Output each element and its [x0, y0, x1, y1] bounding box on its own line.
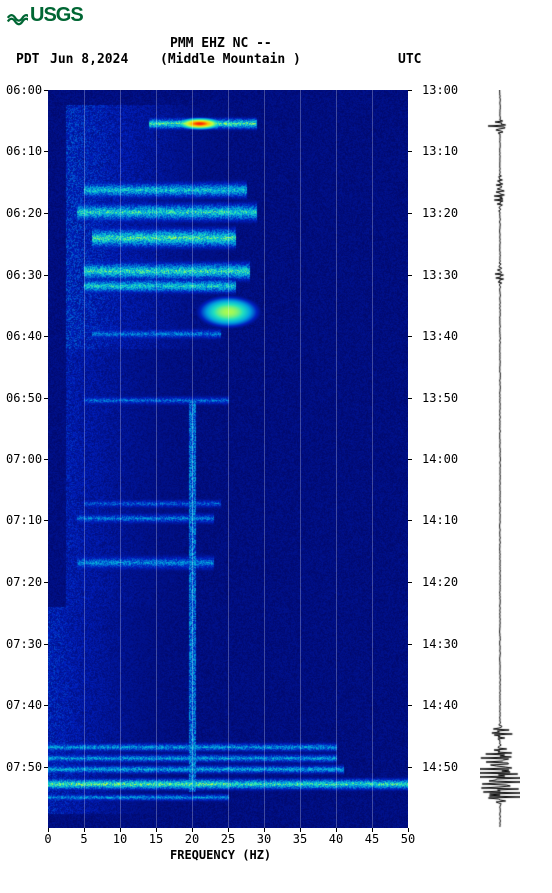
y-tick-right: 14:50	[422, 760, 458, 774]
timezone-left: PDT	[16, 52, 39, 67]
x-tickmark	[228, 828, 229, 832]
station-location: (Middle Mountain )	[160, 52, 301, 67]
y-tickmark	[44, 767, 48, 768]
y-tick-left: 06:30	[6, 268, 42, 282]
y-tick-right: 14:30	[422, 637, 458, 651]
y-tickmark	[408, 151, 412, 152]
x-tick: 0	[44, 832, 51, 846]
x-tick: 50	[401, 832, 415, 846]
y-tick-right: 13:20	[422, 206, 458, 220]
y-tick-right: 14:00	[422, 452, 458, 466]
y-tickmark	[408, 336, 412, 337]
gridline	[192, 90, 193, 828]
x-axis-label: FREQUENCY (HZ)	[170, 848, 271, 862]
y-tickmark	[408, 644, 412, 645]
gridline	[372, 90, 373, 828]
x-tickmark	[84, 828, 85, 832]
y-tickmark	[44, 275, 48, 276]
x-tickmark	[48, 828, 49, 832]
gridline	[336, 90, 337, 828]
station-code: PMM EHZ NC --	[170, 36, 272, 51]
y-tick-left: 07:00	[6, 452, 42, 466]
y-tickmark	[44, 582, 48, 583]
y-tick-left: 07:40	[6, 698, 42, 712]
x-tickmark	[120, 828, 121, 832]
x-tickmark	[192, 828, 193, 832]
date-label: Jun 8,2024	[50, 52, 128, 67]
x-tick: 30	[257, 832, 271, 846]
y-tick-left: 06:20	[6, 206, 42, 220]
x-tick: 10	[113, 832, 127, 846]
y-tickmark	[44, 520, 48, 521]
x-tickmark	[372, 828, 373, 832]
x-tick: 40	[329, 832, 343, 846]
y-tick-right: 13:30	[422, 268, 458, 282]
y-tickmark	[44, 705, 48, 706]
y-tick-left: 06:10	[6, 144, 42, 158]
spectrogram-plot	[48, 90, 408, 828]
x-tickmark	[264, 828, 265, 832]
x-tickmark	[336, 828, 337, 832]
x-tickmark	[300, 828, 301, 832]
trace-canvas	[480, 90, 520, 828]
y-tick-left: 07:20	[6, 575, 42, 589]
y-tickmark	[408, 767, 412, 768]
y-tick-right: 14:10	[422, 513, 458, 527]
x-tick: 15	[149, 832, 163, 846]
y-tick-left: 06:50	[6, 391, 42, 405]
y-tickmark	[44, 336, 48, 337]
y-tickmark	[408, 520, 412, 521]
x-tick: 35	[293, 832, 307, 846]
y-tick-left: 06:40	[6, 329, 42, 343]
y-tickmark	[408, 582, 412, 583]
y-tickmark	[408, 275, 412, 276]
y-tickmark	[44, 90, 48, 91]
y-tickmark	[44, 644, 48, 645]
x-tick: 25	[221, 832, 235, 846]
x-tickmark	[408, 828, 409, 832]
gridline	[264, 90, 265, 828]
y-tick-right: 13:10	[422, 144, 458, 158]
gridline	[84, 90, 85, 828]
y-tick-right: 13:00	[422, 83, 458, 97]
y-tickmark	[44, 398, 48, 399]
wave-icon	[6, 5, 28, 27]
y-tickmark	[44, 151, 48, 152]
y-tick-right: 14:20	[422, 575, 458, 589]
y-tickmark	[408, 705, 412, 706]
y-tick-right: 13:50	[422, 391, 458, 405]
timezone-right: UTC	[398, 52, 421, 67]
y-tickmark	[408, 459, 412, 460]
y-tick-left: 07:50	[6, 760, 42, 774]
gridline	[120, 90, 121, 828]
gridline	[228, 90, 229, 828]
y-tick-left: 06:00	[6, 83, 42, 97]
logo-text: USGS	[30, 4, 83, 27]
y-tick-left: 07:10	[6, 513, 42, 527]
x-tick: 20	[185, 832, 199, 846]
y-tickmark	[408, 90, 412, 91]
x-tickmark	[156, 828, 157, 832]
y-tick-right: 13:40	[422, 329, 458, 343]
usgs-logo: USGS	[6, 4, 83, 27]
x-tick: 5	[80, 832, 87, 846]
y-tick-left: 07:30	[6, 637, 42, 651]
y-tickmark	[44, 213, 48, 214]
y-tick-right: 14:40	[422, 698, 458, 712]
y-tickmark	[44, 459, 48, 460]
y-tickmark	[408, 398, 412, 399]
y-tickmark	[408, 213, 412, 214]
gridline	[300, 90, 301, 828]
gridline	[156, 90, 157, 828]
seismogram-trace	[480, 90, 520, 828]
x-tick: 45	[365, 832, 379, 846]
